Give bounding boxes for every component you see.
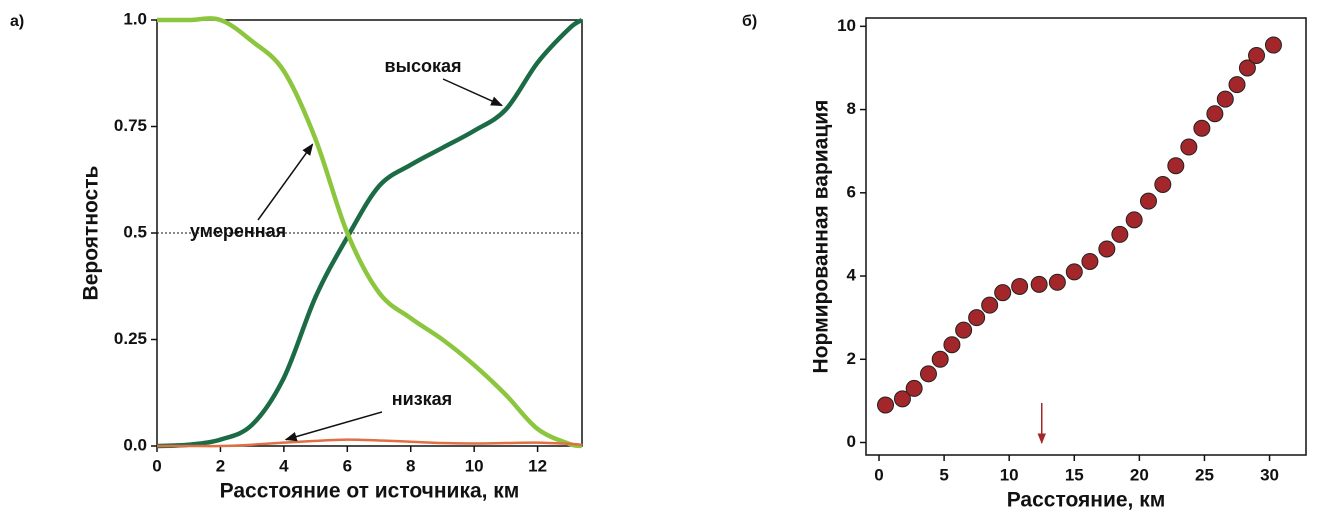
scatter-point <box>968 309 986 327</box>
scatter-point <box>931 350 949 368</box>
scatter-point <box>919 365 937 383</box>
x-tick-label: 6 <box>343 456 352 475</box>
scatter-point <box>1216 90 1234 108</box>
scatter-point <box>994 284 1012 302</box>
scatter-point <box>1048 273 1066 291</box>
x-tick-label: 8 <box>406 456 415 475</box>
y-tick-label: 8 <box>847 99 856 118</box>
scatter-point <box>1193 119 1211 137</box>
panel-label: а) <box>10 13 24 30</box>
scatter-point <box>1248 46 1266 64</box>
scatter-point <box>1154 175 1172 193</box>
scatter-point <box>1180 138 1198 156</box>
y-tick-label: 4 <box>847 266 857 285</box>
scatter-point <box>1030 275 1048 293</box>
x-tick-label: 15 <box>1065 465 1084 484</box>
x-tick-label: 10 <box>1000 465 1019 484</box>
y-tick-label: 10 <box>837 16 856 35</box>
series-label: высокая <box>385 56 462 76</box>
y-tick-label: 0.0 <box>123 435 147 454</box>
line-series <box>156 16 583 449</box>
scatter-point <box>893 390 911 408</box>
series-label: низкая <box>392 389 452 409</box>
x-axis-title: Расстояние от источника, км <box>220 480 520 503</box>
scatter-point <box>905 379 923 397</box>
annotation-arrow <box>284 411 383 442</box>
y-tick-label: 0.5 <box>123 222 147 241</box>
x-axis-title: Расстояние, км <box>1007 489 1166 512</box>
line-series <box>156 18 584 449</box>
scatter-point <box>1264 36 1282 54</box>
scatter-point <box>1238 59 1256 77</box>
y-tick-label: 0.75 <box>114 116 147 135</box>
y-axis-title: Нормированная вариация <box>810 100 833 374</box>
scatter-point <box>1167 157 1185 175</box>
y-tick-label: 1.0 <box>123 9 147 28</box>
annotation-arrow <box>257 143 314 221</box>
x-tick-label: 0 <box>874 465 883 484</box>
x-tick-label: 30 <box>1260 465 1279 484</box>
annotation-arrow <box>442 78 503 107</box>
x-tick-label: 5 <box>939 465 948 484</box>
y-tick-label: 0 <box>847 432 856 451</box>
plot-frame <box>865 17 1307 456</box>
x-tick-label: 20 <box>1130 465 1149 484</box>
scatter-point <box>1111 225 1129 243</box>
line-series <box>156 438 583 448</box>
panel-label: б) <box>742 13 757 30</box>
scatter-point <box>981 296 999 314</box>
y-axis-title: Вероятность <box>80 165 103 300</box>
x-tick-label: 0 <box>152 456 161 475</box>
scatter-point <box>1098 240 1116 258</box>
y-tick-label: 2 <box>847 349 856 368</box>
scatter-point <box>955 321 973 339</box>
x-tick-label: 2 <box>216 456 225 475</box>
x-tick-label: 10 <box>465 456 484 475</box>
x-tick-label: 12 <box>528 456 547 475</box>
series-label: умеренная <box>190 221 286 241</box>
scatter-point <box>1081 252 1099 270</box>
scatter-point <box>1206 105 1224 123</box>
scatter-point <box>1011 277 1029 295</box>
y-tick-label: 0.25 <box>114 329 147 348</box>
scatter-point <box>1125 211 1143 229</box>
scatter-point <box>943 336 961 354</box>
scatter-point <box>1065 263 1083 281</box>
y-tick-label: 6 <box>847 182 856 201</box>
scatter-point <box>1139 192 1157 210</box>
scatter-point <box>877 396 895 414</box>
x-tick-label: 25 <box>1195 465 1214 484</box>
scatter-point <box>1228 76 1246 94</box>
x-tick-label: 4 <box>279 456 289 475</box>
